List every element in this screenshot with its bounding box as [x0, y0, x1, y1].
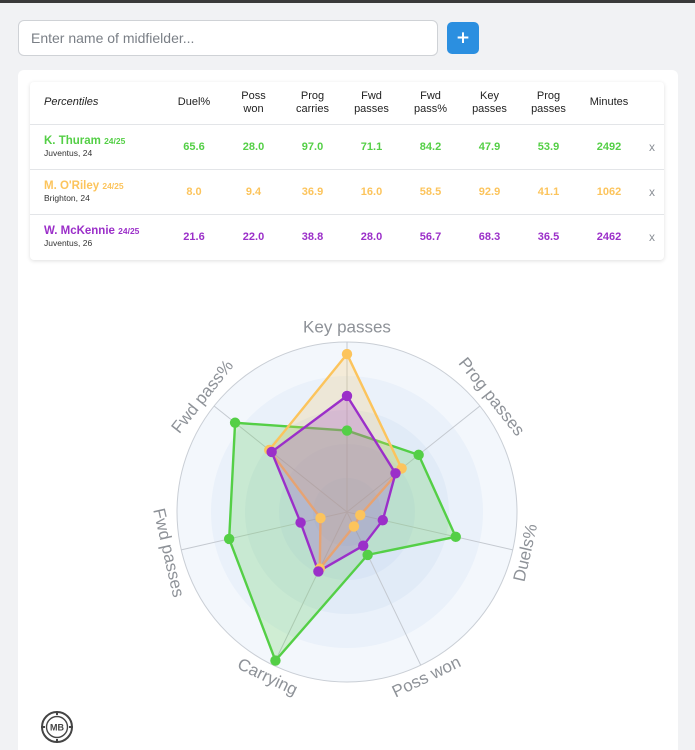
col-header-duel-pct: Duel% [164, 82, 224, 125]
player-season: 24/25 [118, 225, 140, 236]
stat-value: 71.1 [342, 124, 401, 170]
table-row: W. McKennie 24/25 Juventus, 26 21.6 22.0 38.… [30, 214, 664, 259]
radar-spoke [346, 511, 513, 551]
player-club: Brighton, 24 [44, 192, 90, 203]
stat-value: 92.9 [460, 169, 519, 215]
stat-value: 28.0 [360, 230, 383, 243]
stat-value: 36.5 [537, 230, 560, 243]
remove-player-button[interactable]: x [649, 139, 655, 154]
top-rule [0, 0, 695, 3]
table-row: M. O'Riley 24/25 Brighton, 24 8.0 9.4 36.9 16… [30, 169, 664, 215]
radar-data-point [341, 390, 353, 402]
stat-value: 58.5 [401, 169, 460, 215]
remove-player-cell: x [640, 214, 664, 259]
add-player-button[interactable]: + [447, 22, 479, 54]
radar-data-point [295, 517, 306, 528]
col-header-prog-passes: Prog passes [519, 82, 578, 125]
mb-logo: MB [41, 711, 73, 743]
player-name: M. O'Riley 24/25 [44, 179, 124, 192]
stat-value: 84.2 [401, 124, 460, 170]
stat-value: 53.9 [519, 124, 578, 170]
player-cell: W. McKennie 24/25 Juventus, 26 [30, 214, 164, 259]
stat-value: 2462 [596, 230, 622, 243]
col-header-remove [640, 82, 664, 125]
radar-data-point [450, 531, 461, 543]
stat-value: 1062 [578, 169, 640, 215]
remove-player-cell: x [640, 169, 664, 215]
radar-spoke [346, 405, 481, 513]
radar-data-point [348, 521, 360, 532]
radar-series-area [270, 394, 397, 573]
radar-data-point [362, 549, 373, 561]
midfielder-search-input[interactable] [18, 20, 438, 56]
radar-spoke [346, 511, 422, 666]
radar-data-point [229, 417, 241, 428]
remove-player-button[interactable]: x [649, 229, 655, 244]
player-cell: K. Thuram 24/25 Juventus, 24 [30, 124, 164, 170]
radar-axis-label: Key passes [303, 317, 391, 336]
player-season: 24/25 [102, 180, 124, 191]
table-row: K. Thuram 24/25 Juventus, 24 65.6 28.0 97.0 7… [30, 124, 664, 170]
table-header-row: Percentiles Duel% Poss won Prog carries Fw… [30, 82, 664, 125]
stat-value: 21.6 [183, 230, 205, 243]
radar-data-point [413, 449, 424, 461]
player-cell: M. O'Riley 24/25 Brighton, 24 [30, 169, 164, 215]
player-club: Juventus, 24 [44, 147, 93, 158]
radar-data-point [223, 533, 235, 545]
percentiles-table-card: Percentiles Duel% Poss won Prog carries Fw… [30, 82, 664, 260]
stat-value: 41.1 [519, 169, 578, 215]
col-header-fwd-passes: Fwd passes [342, 82, 401, 125]
stat-value: 22.0 [242, 230, 265, 243]
stat-value: 9.4 [224, 169, 283, 215]
stat-value: 97.0 [283, 124, 342, 170]
stat-value: 68.3 [478, 230, 501, 243]
radar-data-point [355, 509, 366, 521]
player-club: Juventus, 26 [44, 237, 93, 248]
stat-value: 16.0 [342, 169, 401, 215]
stat-value: 36.9 [283, 169, 342, 215]
remove-player-cell: x [640, 124, 664, 170]
radar-data-point [270, 655, 281, 666]
player-name: K. Thuram 24/25 [44, 134, 126, 147]
radar-data-point [315, 512, 326, 524]
radar-data-point [341, 348, 353, 360]
stat-value: 8.0 [164, 169, 224, 215]
stat-value: 56.7 [419, 230, 442, 243]
remove-player-button[interactable]: x [649, 184, 655, 199]
player-season: 24/25 [104, 135, 126, 146]
radar-data-point [377, 514, 388, 526]
col-header-key-passes: Key passes [460, 82, 519, 125]
percentiles-table: Percentiles Duel% Poss won Prog carries Fw… [30, 82, 664, 259]
player-name: W. McKennie 24/25 [44, 224, 140, 237]
stat-value: 38.8 [301, 230, 324, 243]
radar-data-point [313, 566, 324, 577]
radar-data-point [390, 468, 401, 479]
col-header-fwd-pass-pct: Fwd pass% [401, 82, 460, 125]
stat-value: 2492 [578, 124, 640, 170]
radar-spoke [272, 511, 348, 666]
stat-value: 65.6 [164, 124, 224, 170]
col-header-prog-carries: Prog carries [283, 82, 342, 125]
stat-value: 28.0 [224, 124, 283, 170]
radar-data-point [266, 446, 277, 458]
radar-data-point [341, 425, 353, 436]
col-header-poss-won: Poss won [224, 82, 283, 125]
corner-label: Percentiles [30, 82, 164, 125]
logo-text: MB [50, 723, 64, 733]
col-header-minutes: Minutes [578, 82, 640, 125]
radar-data-point [358, 540, 369, 551]
stat-value: 47.9 [460, 124, 519, 170]
